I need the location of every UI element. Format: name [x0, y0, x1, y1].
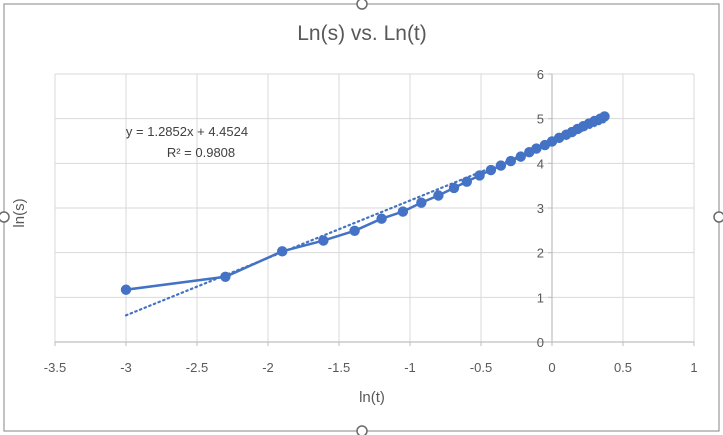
resize-handle-bottom[interactable]	[356, 425, 368, 435]
resize-handle-top[interactable]	[356, 0, 368, 10]
x-axis-title: ln(t)	[359, 389, 385, 406]
trendline-r-squared: R² = 0.9808	[167, 145, 235, 160]
x-tick-label: -0.5	[470, 360, 492, 375]
data-point	[277, 246, 288, 257]
data-point	[448, 182, 460, 194]
data-point	[416, 197, 427, 208]
trendline-equation: y = 1.2852x + 4.4524	[126, 124, 248, 139]
series-layer	[120, 111, 610, 295]
x-tick-label: 0	[548, 360, 555, 375]
data-point	[397, 206, 409, 217]
data-point	[349, 225, 360, 236]
x-tick-label: -1.5	[328, 360, 350, 375]
tick-layer: -3.5 -3 -2.5 -2 -1.5 -1 -0.5 0 0.5 1 0 1 2 3 4 5 6	[44, 67, 698, 375]
data-point	[515, 151, 526, 162]
resize-handle-left[interactable]	[0, 211, 10, 223]
y-axis-title: ln(s)	[11, 198, 28, 227]
data-point	[599, 111, 610, 122]
y-tick-label: 5	[537, 112, 544, 127]
x-tick-label: -3	[120, 360, 132, 375]
data-point	[318, 235, 329, 246]
y-tick-label: 1	[537, 290, 544, 305]
data-point	[495, 160, 507, 171]
data-point	[474, 170, 485, 181]
data-point	[531, 143, 542, 154]
data-point	[120, 284, 132, 295]
x-tick-label: 0.5	[614, 360, 632, 375]
data-point	[461, 176, 472, 187]
axis-layer	[54, 73, 695, 346]
data-point	[433, 190, 444, 201]
y-tick-label: 4	[537, 156, 544, 171]
y-tick-label: 0	[537, 335, 544, 350]
data-point	[220, 271, 231, 282]
x-tick-label: -3.5	[44, 360, 66, 375]
x-tick-label: -2.5	[186, 360, 208, 375]
data-point	[485, 164, 497, 176]
chart-title: Ln(s) vs. Ln(t)	[297, 22, 427, 45]
x-tick-label: -1	[404, 360, 416, 375]
y-tick-label: 6	[537, 67, 544, 82]
y-tick-label: 2	[537, 246, 544, 261]
chart-frame	[3, 3, 720, 432]
y-tick-label: 3	[537, 201, 544, 216]
data-point	[376, 213, 387, 224]
x-tick-label: 1	[690, 360, 697, 375]
data-point	[505, 155, 517, 167]
resize-handle-right[interactable]	[713, 211, 723, 223]
x-tick-label: -2	[262, 360, 274, 375]
